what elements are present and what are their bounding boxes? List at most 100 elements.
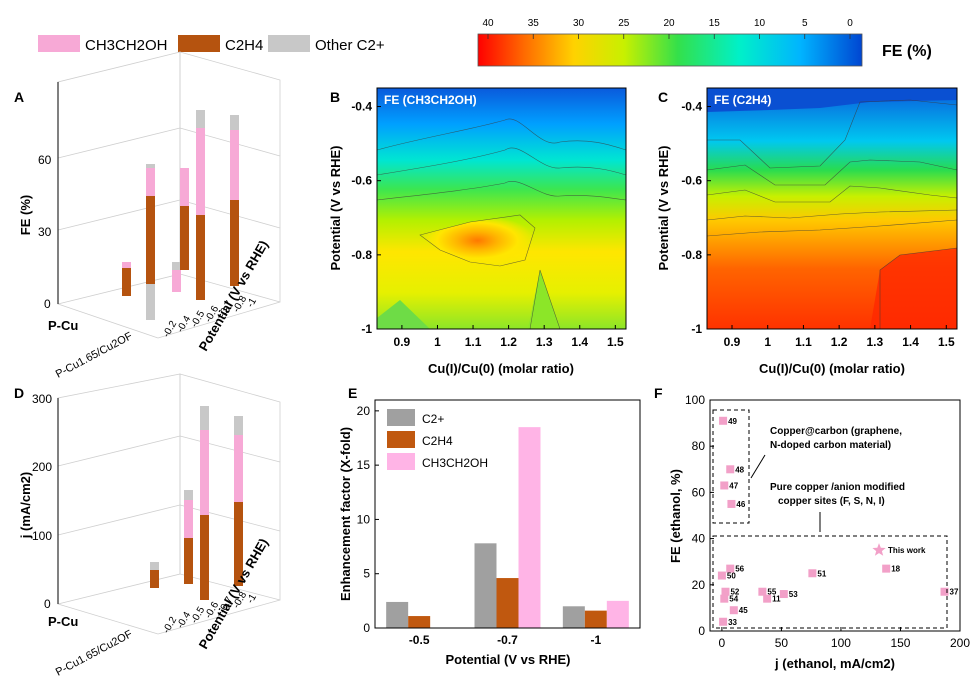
b-xtick-label: 1.2 [500, 335, 517, 349]
panel-letter-c: C [658, 89, 668, 105]
a-bar [146, 164, 155, 168]
f-point-label: 52 [730, 588, 739, 597]
e-frame [374, 399, 641, 629]
d-bars [150, 406, 243, 600]
b-frame [376, 87, 627, 330]
legend-swatch-c2h4 [178, 35, 220, 52]
panel-e-bar-chart: 0 5 10 15 20 -0.5 -0.7 -1 C2+ C2H4 CH3CH2OH Pot… [338, 399, 641, 667]
f-annotation-2: N-doped carbon material) [770, 440, 891, 451]
legend-swatch-ethanol [38, 35, 80, 52]
f-point [717, 571, 726, 580]
legend-swatch-other [268, 35, 310, 52]
colorbar: 40 35 30 25 20 15 10 5 0 FE (%) [477, 18, 932, 67]
f-point [726, 465, 735, 474]
a-bar [122, 262, 131, 296]
e-bar [562, 606, 585, 628]
f-ytick-label: 80 [692, 439, 706, 453]
c-blue-top [707, 88, 957, 112]
legend-label-ethanol: CH3CH2OH [85, 37, 168, 54]
f-point [719, 416, 728, 425]
panel-a-potential-tick: -1 [245, 296, 259, 310]
c-xtick-label: 1.4 [902, 335, 919, 349]
a-bar [180, 168, 189, 206]
d-bar [184, 538, 193, 584]
b-xtick-label: 1.5 [607, 335, 624, 349]
f-ytick-label: 60 [692, 485, 706, 499]
e-bar [474, 543, 497, 628]
panel-c-contour: FE (C2H4) 0.9 1 1.1 1.2 1.3 1.4 1.5 -0.4 -0.6 -0.… [656, 87, 958, 376]
f-dashed-box-copper [712, 535, 948, 629]
f-xlabel: j (ethanol, mA/cm2) [774, 656, 895, 671]
panel-letter-a: A [14, 89, 24, 105]
colorbar-tick: 30 [573, 18, 585, 29]
a-bars [122, 110, 239, 320]
a-bar [196, 215, 205, 300]
f-ytick-label: 20 [692, 578, 706, 592]
b-contour-lines [376, 118, 627, 330]
colorbar-tick: 40 [482, 18, 494, 29]
e-bar [496, 578, 519, 628]
c-contour-lines [706, 99, 958, 329]
c-xtick-label: 0.9 [724, 335, 741, 349]
f-point [763, 594, 772, 603]
e-bar [408, 616, 431, 628]
b-ylabel: Potential (V vs RHE) [328, 146, 343, 271]
e-ylabel: Enhancement factor (X-fold) [338, 427, 353, 601]
d-bar [200, 430, 209, 515]
colorbar-tick: 5 [802, 18, 808, 29]
f-ytick-label: 0 [698, 624, 705, 638]
e-xtick-label: -1 [590, 633, 601, 647]
panel-a-3d-chart: 0 30 60 FE (%) P-Cu P-Cu1.65/Cu2OF [18, 51, 281, 381]
e-ytick-label: 15 [357, 458, 371, 472]
f-xtick-label: 50 [775, 636, 789, 650]
d-sample-label-pcuof: P-Cu1.65/Cu2OF [54, 628, 135, 679]
d-bar [184, 490, 193, 500]
f-point-label: 18 [891, 565, 900, 574]
e-xlabel: Potential (V vs RHE) [446, 652, 571, 667]
colorbar-tick: 20 [663, 18, 675, 29]
d-bar [150, 570, 159, 588]
b-xtick-label: 1.3 [536, 335, 553, 349]
e-legend-label-c2plus: C2+ [422, 412, 444, 426]
f-frame [709, 399, 961, 632]
c-xlabel: Cu(I)/Cu(0) (molar ratio) [759, 361, 905, 376]
f-point-label: 48 [735, 465, 744, 474]
b-xtick-label: 0.9 [394, 335, 411, 349]
e-xtick-label: -0.7 [497, 633, 518, 647]
b-ytick-label: -0.4 [351, 100, 372, 114]
e-ytick-label: 20 [357, 404, 371, 418]
d-ztick-200: 200 [32, 460, 52, 474]
colorbar-tick: 15 [709, 18, 721, 29]
f-point-label: 54 [729, 595, 738, 604]
b-xlabel: Cu(I)/Cu(0) (molar ratio) [428, 361, 574, 376]
f-point-label: 46 [736, 500, 745, 509]
e-legend: C2+ C2H4 CH3CH2OH [387, 409, 488, 470]
panel-letter-d: D [14, 385, 24, 401]
a-bar [172, 270, 181, 292]
a-bar [230, 200, 239, 286]
panel-letter-e: E [348, 385, 357, 401]
e-bar [518, 427, 541, 628]
a-bar [196, 110, 205, 128]
f-point [720, 481, 729, 490]
c-ytick-label: -0.4 [681, 100, 702, 114]
b-title: FE (CH3CH2OH) [384, 93, 477, 107]
f-ytick-label: 40 [692, 532, 706, 546]
b-ytick-label: -1 [361, 322, 372, 336]
a-ztick-60: 60 [38, 153, 52, 167]
f-annotation-4: copper sites (F, S, N, I) [778, 496, 885, 507]
a-bar [146, 196, 155, 284]
f-point-label: 37 [950, 588, 959, 597]
d-bar [150, 562, 159, 570]
c-ylabel: Potential (V vs RHE) [656, 146, 671, 271]
f-arrow-1 [750, 454, 766, 479]
a-bar [230, 130, 239, 200]
f-point [727, 499, 736, 508]
f-xtick-label: 0 [719, 636, 726, 650]
a-bar [230, 115, 239, 130]
a-bar [122, 262, 131, 268]
e-ytick-label: 5 [363, 567, 370, 581]
f-point-label: 47 [729, 481, 738, 490]
f-ylabel: FE (ethanol, %) [668, 469, 683, 563]
